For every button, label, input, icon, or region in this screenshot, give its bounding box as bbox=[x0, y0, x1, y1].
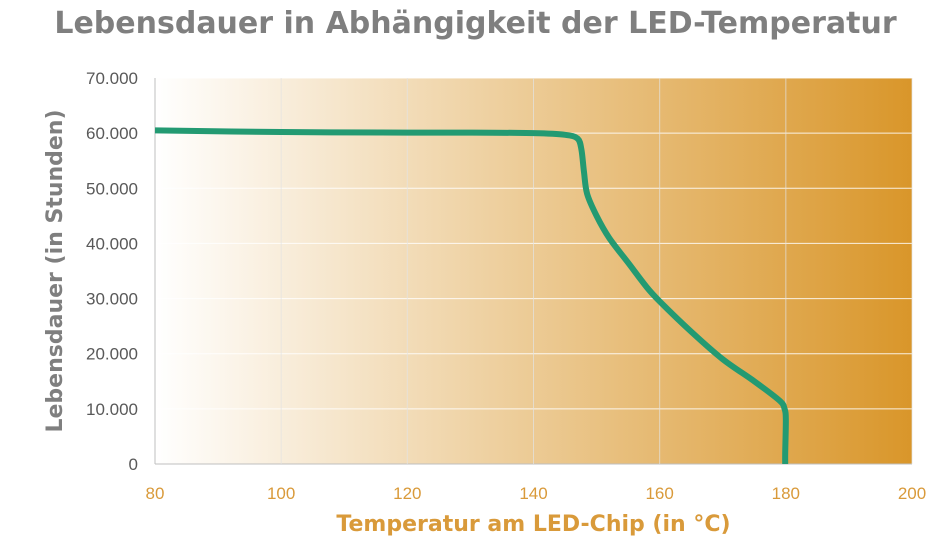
y-tick-label: 60.000 bbox=[86, 124, 138, 143]
y-tick-label: 0 bbox=[129, 455, 138, 474]
y-tick-label: 20.000 bbox=[86, 345, 138, 364]
y-tick-label: 50.000 bbox=[86, 179, 138, 198]
y-tick-label: 70.000 bbox=[86, 69, 138, 88]
x-tick-label: 120 bbox=[393, 484, 421, 503]
y-tick-label: 40.000 bbox=[86, 234, 138, 253]
x-tick-label: 140 bbox=[519, 484, 547, 503]
y-axis-label: Lebensdauer (in Stunden) bbox=[43, 109, 68, 432]
y-tick-label: 30.000 bbox=[86, 290, 138, 309]
x-tick-label: 200 bbox=[898, 484, 926, 503]
x-tick-label: 80 bbox=[146, 484, 165, 503]
y-tick-label: 10.000 bbox=[86, 400, 138, 419]
chart-title: Lebensdauer in Abhängigkeit der LED-Temp… bbox=[54, 6, 897, 41]
x-tick-label: 160 bbox=[645, 484, 673, 503]
x-tick-label: 100 bbox=[267, 484, 295, 503]
axis-ticks: 0 10.000 20.000 30.000 40.000 50.000 60.000 70.… bbox=[86, 69, 926, 503]
x-tick-label: 180 bbox=[772, 484, 800, 503]
series-line bbox=[154, 127, 789, 465]
x-axis-label: Temperatur am LED-Chip (in °C) bbox=[336, 512, 730, 537]
series-layer bbox=[154, 127, 789, 465]
